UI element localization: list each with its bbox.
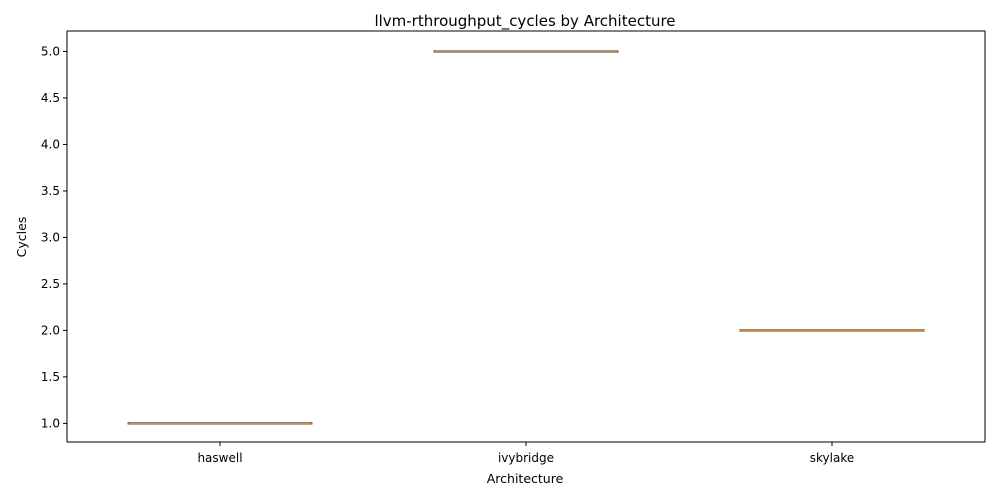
y-axis-label: Cycles [14,217,29,258]
y-tick-label: 1.5 [41,370,60,384]
y-tick-label: 1.0 [41,416,60,430]
chart-title: llvm-rthroughput_cycles by Architecture [374,12,675,31]
x-tick-label: skylake [810,451,854,465]
y-tick-label: 4.5 [41,91,60,105]
x-tick-label: ivybridge [498,451,554,465]
x-axis-label: Architecture [487,471,564,486]
y-tick-label: 3.0 [41,230,60,244]
plot-frame [67,31,985,442]
x-tick-label: haswell [197,451,242,465]
boxes [128,51,924,424]
y-axis: 1.0 1.5 2.0 2.5 3.0 3.5 4.0 4.5 5.0 [41,44,67,430]
y-tick-label: 4.0 [41,137,60,151]
y-tick-label: 2.0 [41,323,60,337]
y-tick-label: 2.5 [41,277,60,291]
x-axis: haswell ivybridge skylake [197,442,854,465]
y-tick-label: 5.0 [41,44,60,58]
y-tick-label: 3.5 [41,184,60,198]
